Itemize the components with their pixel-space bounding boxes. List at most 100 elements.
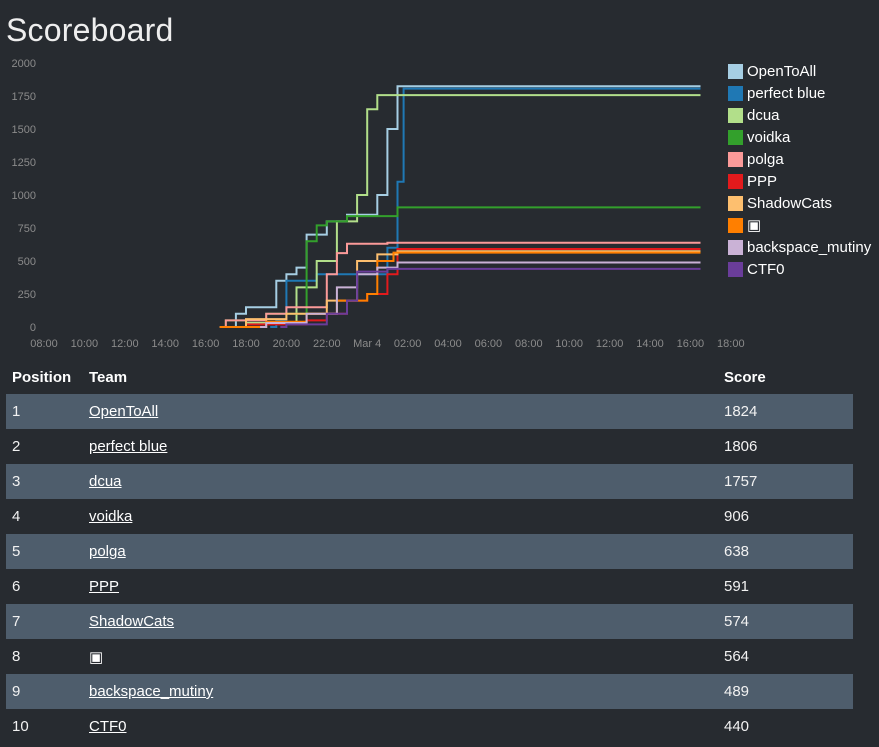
row-team: ShadowCats bbox=[83, 604, 718, 639]
x-tick-label: 08:00 bbox=[515, 338, 543, 350]
legend-item: ▣ bbox=[728, 214, 879, 236]
legend-label: CTF0 bbox=[747, 260, 785, 278]
x-tick-label: 18:00 bbox=[717, 338, 745, 350]
legend-swatch bbox=[728, 129, 743, 145]
legend-item: voidka bbox=[728, 126, 879, 148]
legend-item: OpenToAll bbox=[728, 60, 879, 82]
row-position: 7 bbox=[6, 604, 83, 639]
row-score: 591 bbox=[724, 578, 750, 595]
team-link[interactable]: dcua bbox=[89, 473, 122, 490]
row-score: 906 bbox=[724, 508, 750, 525]
legend-label: backspace_mutiny bbox=[747, 238, 872, 256]
row-position: 9 bbox=[6, 674, 83, 709]
legend-item: PPP bbox=[728, 170, 879, 192]
header-position: Position bbox=[12, 368, 72, 386]
row-position: 4 bbox=[12, 508, 21, 525]
x-tick-label: 12:00 bbox=[596, 338, 624, 350]
legend-swatch bbox=[728, 239, 743, 255]
row-position: 8 bbox=[12, 648, 21, 665]
header-score: Score bbox=[724, 368, 766, 386]
legend-item: perfect blue bbox=[728, 82, 879, 104]
row-position: 10 bbox=[12, 718, 29, 735]
table-row: 5 polga 638 bbox=[6, 534, 853, 569]
series-line bbox=[219, 206, 701, 328]
legend-label: ▣ bbox=[747, 217, 762, 234]
row-score: 440 bbox=[724, 718, 750, 735]
table-row: 9 backspace_mutiny 489 bbox=[6, 674, 853, 709]
row-team: CTF0 bbox=[83, 709, 718, 744]
legend-item: dcua bbox=[728, 104, 879, 126]
legend-swatch bbox=[728, 107, 743, 123]
y-tick-label: 1750 bbox=[12, 91, 36, 103]
legend-swatch bbox=[728, 261, 743, 277]
series-line bbox=[280, 267, 701, 328]
legend-label: ShadowCats bbox=[747, 194, 833, 212]
table-row: 6 PPP 591 bbox=[6, 569, 853, 604]
row-score: 574 bbox=[718, 604, 853, 639]
legend-label: polga bbox=[747, 150, 784, 168]
table-row: 2 perfect blue 1806 bbox=[6, 429, 853, 464]
team-link[interactable]: ▣ bbox=[89, 648, 104, 666]
team-link[interactable]: CTF0 bbox=[89, 718, 127, 735]
legend-item: backspace_mutiny bbox=[728, 236, 879, 258]
y-tick-label: 1500 bbox=[12, 124, 36, 136]
team-link[interactable]: polga bbox=[89, 543, 126, 560]
x-tick-label: Mar 4 bbox=[353, 338, 381, 350]
row-score: 638 bbox=[718, 534, 853, 569]
x-tick-label: 08:00 bbox=[30, 338, 58, 350]
row-position: 2 bbox=[12, 438, 21, 455]
row-team: backspace_mutiny bbox=[83, 674, 718, 709]
header-team: Team bbox=[89, 368, 128, 386]
legend-swatch bbox=[728, 151, 743, 167]
chart-legend: OpenToAll perfect blue dcua voidka polga PPP S… bbox=[728, 60, 879, 280]
x-tick-label: 14:00 bbox=[151, 338, 179, 350]
series-line bbox=[260, 261, 701, 328]
x-tick-label: 10:00 bbox=[555, 338, 583, 350]
x-tick-label: 14:00 bbox=[636, 338, 664, 350]
row-team: OpenToAll bbox=[83, 394, 718, 429]
legend-label: voidka bbox=[747, 128, 791, 146]
x-tick-label: 04:00 bbox=[434, 338, 462, 350]
y-tick-label: 2000 bbox=[12, 58, 36, 70]
x-tick-label: 06:00 bbox=[475, 338, 503, 350]
row-position: 6 bbox=[12, 578, 21, 595]
table-row: 10 CTF0 440 bbox=[6, 709, 853, 744]
team-link[interactable]: OpenToAll bbox=[89, 403, 159, 420]
table-row: 7 ShadowCats 574 bbox=[6, 604, 853, 639]
x-tick-label: 12:00 bbox=[111, 338, 139, 350]
legend-item: polga bbox=[728, 148, 879, 170]
y-tick-label: 750 bbox=[18, 223, 36, 235]
row-position: 1 bbox=[6, 394, 83, 429]
x-tick-label: 02:00 bbox=[394, 338, 422, 350]
team-link[interactable]: ShadowCats bbox=[89, 613, 175, 630]
row-position: 5 bbox=[6, 534, 83, 569]
x-tick-label: 16:00 bbox=[677, 338, 705, 350]
y-tick-label: 1250 bbox=[12, 157, 36, 169]
y-tick-label: 0 bbox=[30, 322, 36, 334]
row-score: 1757 bbox=[718, 464, 853, 499]
page-title: Scoreboard bbox=[6, 12, 174, 48]
team-link[interactable]: perfect blue bbox=[89, 438, 168, 455]
table-header-row: Position Team Score bbox=[6, 360, 853, 394]
legend-item: ShadowCats bbox=[728, 192, 879, 214]
y-tick-label: 500 bbox=[18, 256, 36, 268]
row-score: 1824 bbox=[718, 394, 853, 429]
team-link[interactable]: PPP bbox=[89, 578, 120, 595]
row-team: dcua bbox=[83, 464, 718, 499]
row-team: perfect blue bbox=[83, 429, 718, 464]
legend-swatch bbox=[728, 173, 743, 189]
row-score: 1806 bbox=[724, 438, 758, 455]
legend-label: OpenToAll bbox=[747, 62, 817, 80]
x-tick-label: 16:00 bbox=[192, 338, 220, 350]
team-link[interactable]: backspace_mutiny bbox=[89, 683, 214, 700]
series-line bbox=[219, 251, 701, 328]
table-row: 8 ▣ 564 bbox=[6, 639, 853, 674]
table-row: 3 dcua 1757 bbox=[6, 464, 853, 499]
legend-label: dcua bbox=[747, 106, 780, 124]
row-team: polga bbox=[83, 534, 718, 569]
team-link[interactable]: voidka bbox=[89, 508, 133, 525]
table-row: 4 voidka 906 bbox=[6, 499, 853, 534]
x-tick-label: 18:00 bbox=[232, 338, 260, 350]
table-row: 1 OpenToAll 1824 bbox=[6, 394, 853, 429]
